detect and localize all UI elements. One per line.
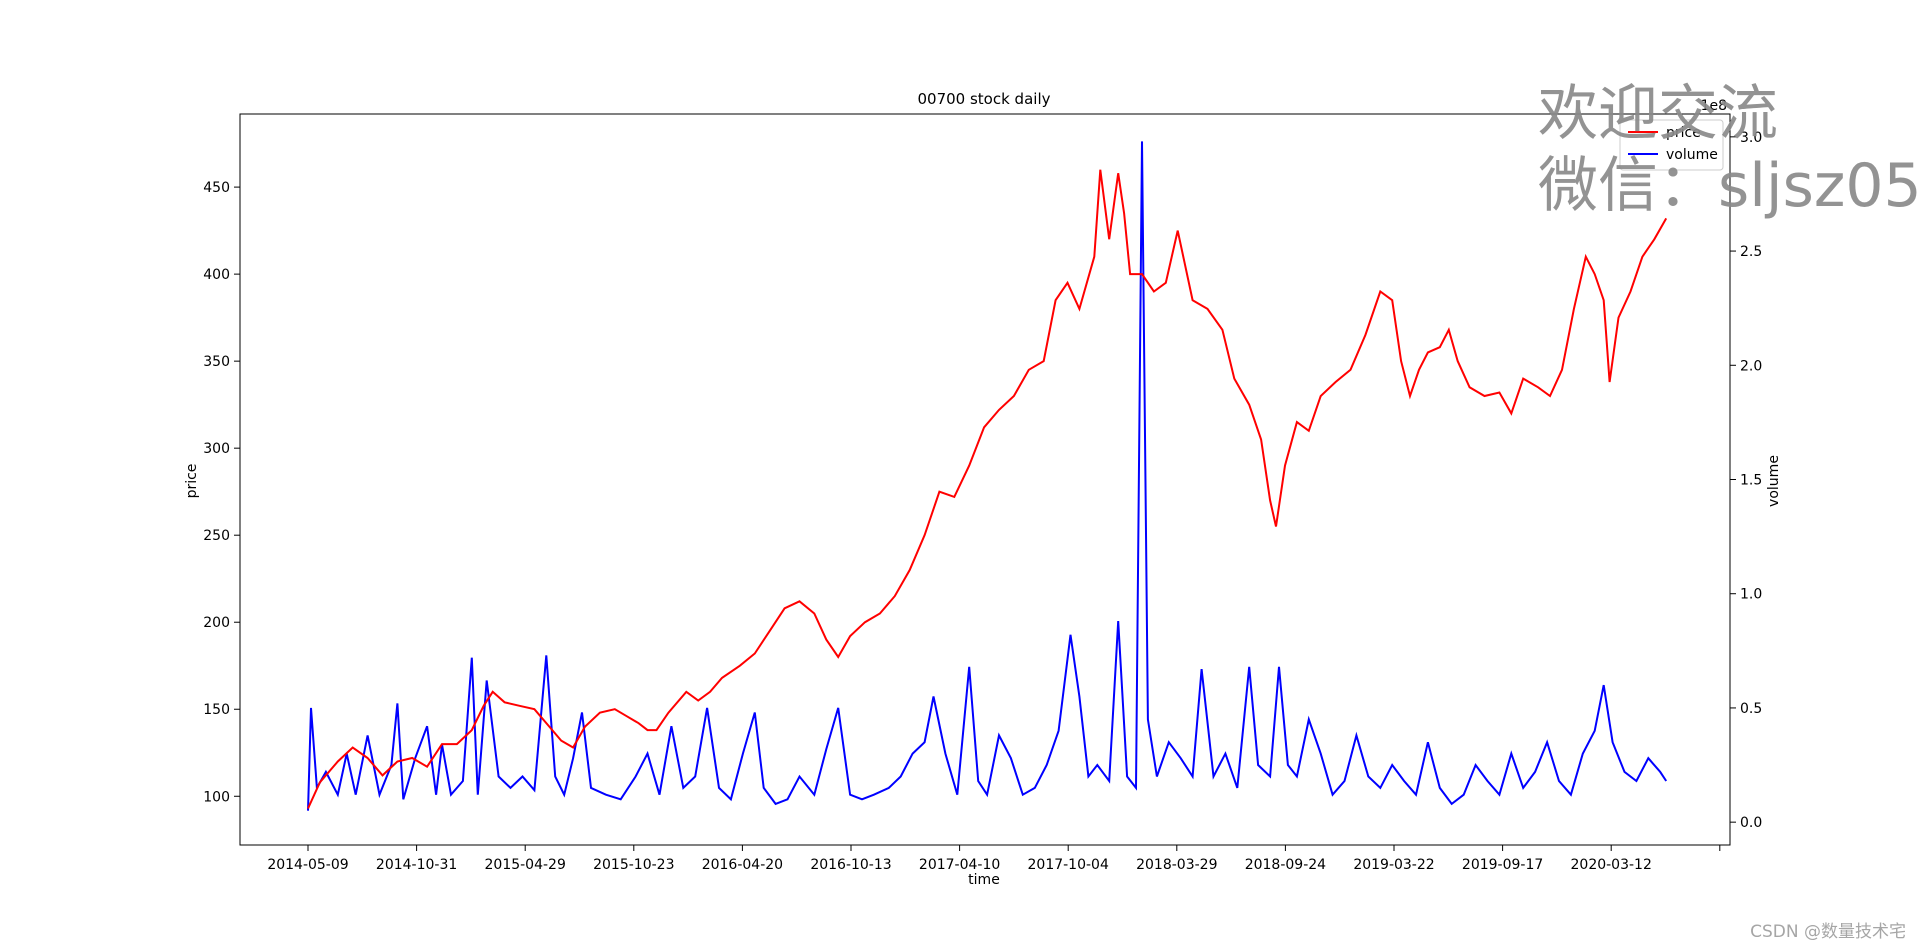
y-tick-label: 400: [203, 267, 230, 283]
legend-label-volume: volume: [1666, 147, 1718, 163]
watermark-line-1: 欢迎交流: [1538, 79, 1778, 149]
x-axis: 2014-05-09 2014-10-31 2015-04-29 2015-10-23…: [267, 845, 1721, 873]
y-axis-right: 0.0 0.5 1.0 1.5 2.0 2.5 3.0: [1730, 130, 1762, 831]
series-line-volume: [307, 141, 1668, 811]
x-tick-label: 2017-04-10: [919, 857, 1000, 873]
y2-tick-label: 1.0: [1740, 587, 1762, 603]
y-tick-label: 300: [203, 441, 230, 457]
watermark: 欢迎交流 微信：sljsz05: [1538, 78, 1920, 222]
x-tick-label: 2017-10-04: [1028, 857, 1109, 873]
y2-tick-label: 2.5: [1740, 244, 1762, 260]
x-axis-label: time: [968, 872, 1000, 888]
x-tick-label: 2015-10-23: [593, 857, 674, 873]
y2-tick-label: 3.0: [1740, 130, 1762, 146]
x-tick-label: 2016-04-20: [702, 857, 783, 873]
x-tick-label: 2018-09-24: [1245, 857, 1326, 873]
y2-tick-label: 0.0: [1740, 815, 1762, 831]
chart-title: 00700 stock daily: [918, 90, 1051, 108]
footer-credit: CSDN @数量技术宅: [1750, 922, 1906, 942]
y-tick-label: 450: [203, 180, 230, 196]
y-axis-label: price: [184, 464, 200, 499]
y-tick-label: 150: [203, 702, 230, 718]
x-tick-label: 2019-09-17: [1462, 857, 1543, 873]
x-tick-label: 2015-04-29: [485, 857, 566, 873]
y2-axis-label: volume: [1766, 455, 1782, 507]
watermark-line-2: 微信：sljsz05: [1538, 151, 1920, 221]
x-tick-label: 2016-10-13: [810, 857, 891, 873]
y-tick-label: 200: [203, 615, 230, 631]
legend-label-price: price: [1666, 125, 1701, 141]
x-tick-label: 2019-03-22: [1353, 857, 1434, 873]
y2-tick-label: 1.5: [1740, 473, 1762, 489]
x-tick-label: 2018-03-29: [1136, 857, 1217, 873]
y2-tick-label: 2.0: [1740, 358, 1762, 374]
y2-offset-text: 1e8: [1701, 98, 1727, 114]
y-tick-label: 100: [203, 789, 230, 805]
series-line-price: [307, 169, 1668, 809]
y-tick-label: 350: [203, 354, 230, 370]
y-axis-left: 100 150 200 250 300 350 400 450: [203, 180, 240, 805]
x-tick-label: 2020-03-12: [1571, 857, 1652, 873]
plot-area: 100 150 200 250 300 350 400 450 0.0 0.5 1.0 1.5 2.0…: [203, 113, 1762, 873]
y-tick-label: 250: [203, 528, 230, 544]
y2-tick-label: 0.5: [1740, 701, 1762, 717]
x-tick-label: 2014-05-09: [267, 857, 348, 873]
x-tick-label: 2014-10-31: [376, 857, 457, 873]
plot-frame: [239, 113, 1731, 846]
legend: price volume: [1619, 119, 1724, 171]
